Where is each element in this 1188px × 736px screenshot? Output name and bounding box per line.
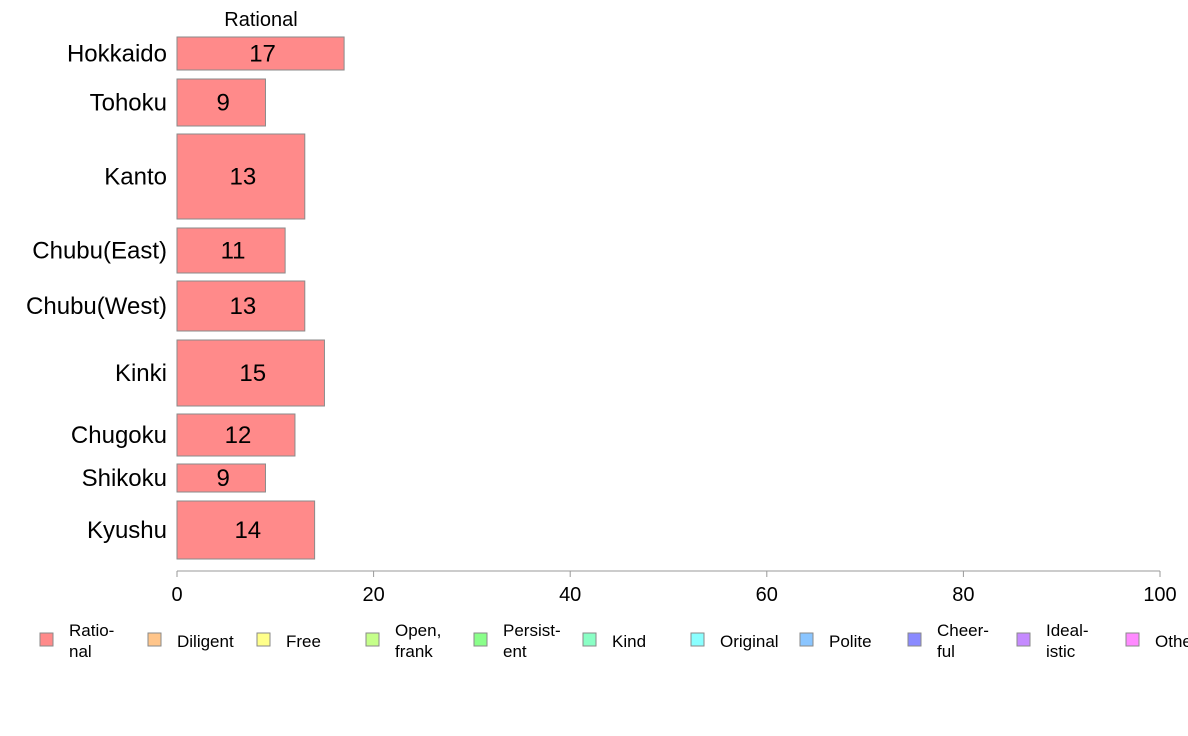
bar	[176, 78, 266, 127]
series-label: Rational	[224, 9, 297, 31]
legend-label: Cheer-ful	[937, 621, 989, 661]
legend-label: Ratio-nal	[69, 621, 114, 661]
legend-swatch	[473, 632, 488, 647]
region-label: Chugoku	[71, 422, 167, 449]
legend-swatch	[907, 632, 922, 647]
legend: Ratio-nal Diligent Free Open, frank Persist-e…	[39, 621, 1188, 661]
x-tick-label: 60	[756, 584, 778, 606]
bar-value-label: 12	[225, 422, 252, 449]
bar	[176, 227, 286, 274]
x-tick-label: 0	[171, 584, 182, 606]
region-label: Chubu(West)	[26, 293, 167, 320]
bar-value-label: 17	[249, 41, 276, 68]
region-label: Tohoku	[90, 90, 167, 117]
bar-value-label: 9	[217, 90, 230, 117]
legend-swatch	[256, 632, 271, 647]
bars-group: Hokkaido 17 Tohoku 9 Kanto 13 Chubu(East) 11 Chu…	[26, 36, 345, 560]
legend-label: Open, frank	[395, 621, 441, 661]
bar-value-label: 9	[217, 465, 230, 492]
legend-label: Ideal-istic	[1046, 621, 1089, 661]
legend-label: Persist-ent	[503, 621, 561, 661]
bar-value-label: 13	[230, 293, 257, 320]
bar-value-label: 13	[230, 164, 257, 191]
region-label: Shikoku	[82, 465, 167, 492]
legend-swatch	[690, 632, 705, 647]
legend-swatch	[147, 632, 162, 647]
region-label: Kyushu	[87, 517, 167, 544]
legend-swatch	[1016, 632, 1031, 647]
x-tick-label: 80	[952, 584, 974, 606]
x-tick-label: 40	[559, 584, 581, 606]
legend-swatch	[799, 632, 814, 647]
x-tick-label: 100	[1143, 584, 1176, 606]
legend-label: Other	[1155, 632, 1188, 651]
legend-swatch	[1125, 632, 1140, 647]
legend-label: Kind	[612, 632, 646, 651]
x-axis: 0 20 40 60 80 100	[171, 570, 1177, 606]
legend-swatch	[365, 632, 380, 647]
bar-value-label: 14	[234, 517, 261, 544]
bar	[176, 280, 306, 332]
bar	[176, 36, 345, 71]
bar	[176, 339, 325, 407]
bar	[176, 500, 316, 560]
bar	[176, 133, 306, 220]
region-label: Hokkaido	[67, 41, 167, 68]
legend-swatch	[39, 632, 54, 647]
region-label: Chubu(East)	[32, 238, 167, 265]
legend-label: Polite	[829, 632, 872, 651]
region-label: Kanto	[104, 164, 167, 191]
bar	[176, 463, 266, 493]
bar	[176, 413, 296, 457]
legend-swatch	[582, 632, 597, 647]
bar-value-label: 15	[239, 360, 266, 387]
legend-label: Free	[286, 632, 321, 651]
x-tick-label: 20	[362, 584, 384, 606]
region-label: Kinki	[115, 360, 167, 387]
bar-value-label: 11	[221, 238, 246, 265]
legend-label: Original	[720, 632, 779, 651]
legend-label: Diligent	[177, 632, 234, 651]
